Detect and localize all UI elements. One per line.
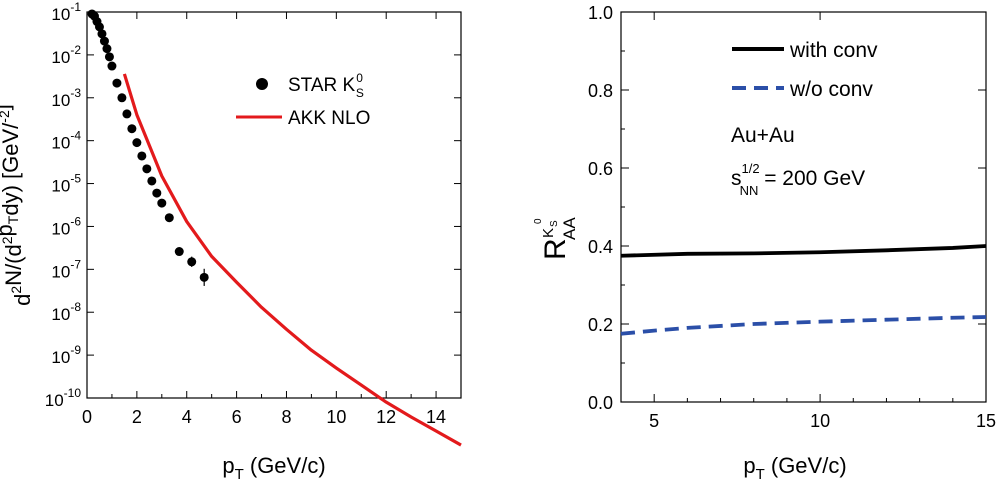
left-x-tick-label: 6 (232, 407, 242, 427)
akk-nlo-curve (122, 73, 462, 447)
left-y-tick-label: 10-5 (51, 172, 81, 196)
left-x-tick-label: 8 (281, 407, 291, 427)
right-y-axis-label: R AA K S 0 (533, 217, 579, 260)
legend-wo-conv-label: w/o conv (789, 78, 873, 101)
svg-text:AA: AA (560, 217, 579, 240)
star-data-point (94, 22, 104, 32)
star-data-point (102, 44, 112, 54)
star-data-point (97, 29, 107, 39)
star-data-point (117, 93, 127, 103)
star-data-point (132, 138, 142, 148)
left-y-tick-label: 10-7 (51, 257, 81, 281)
star-data-point (174, 247, 184, 257)
legend-star-label: STAR K0 S (288, 71, 364, 100)
legend-with-conv-label: with conv (789, 39, 878, 62)
star-data-point (137, 151, 147, 161)
star-data-point (147, 176, 157, 186)
left-legend: STAR K0 S AKK NLO (236, 71, 370, 129)
left-chart: 0 2 4 6 8 10 12 14 10-1 10-2 10-3 10-4 10-5 10-6 10-7 1… (0, 0, 462, 483)
with-conv-curve (620, 244, 987, 258)
right-y-tick-label: 0.8 (588, 81, 613, 101)
star-data-point (199, 272, 209, 282)
star-data-point (112, 78, 122, 88)
left-y-tick-label: 10-4 (51, 129, 81, 153)
left-axis-ticks: 0 2 4 6 8 10 12 14 10-1 10-2 10-3 10-4 10-5 10-6 10-7 1… (45, 0, 461, 427)
left-x-tick-label: 12 (376, 407, 396, 427)
svg-text:R: R (539, 238, 572, 260)
left-plot-frame (86, 11, 462, 399)
left-x-tick-label: 14 (426, 407, 446, 427)
left-y-axis-label: d2N/(d2pTdy) [GeV/-2] (0, 104, 35, 306)
right-legend: with conv w/o conv (732, 39, 878, 101)
left-x-tick-label: 2 (132, 407, 142, 427)
star-data-point (127, 124, 137, 134)
right-y-tick-label: 0.0 (588, 393, 613, 413)
right-x-tick-label: 5 (649, 411, 659, 431)
right-x-tick-label: 15 (976, 411, 996, 431)
right-x-tick-label: 10 (810, 411, 830, 431)
svg-text:0: 0 (533, 218, 544, 224)
right-y-tick-label: 0.4 (588, 237, 613, 257)
left-y-tick-label: 10-10 (45, 386, 82, 410)
right-chart: 5 10 15 0.0 0.2 0.4 0.6 0.8 1.0 pT (GeV/c) R AA … (533, 3, 996, 483)
left-y-tick-label: 10-9 (51, 343, 81, 367)
star-data-point (99, 36, 109, 46)
right-x-axis-label: pT (GeV/c) (743, 453, 846, 483)
right-y-tick-label: 0.6 (588, 159, 613, 179)
wo-conv-curve (620, 315, 987, 336)
left-x-axis-label: pT (GeV/c) (222, 453, 325, 483)
right-axis-ticks: 5 10 15 0.0 0.2 0.4 0.6 0.8 1.0 (588, 3, 996, 431)
svg-text:K: K (540, 228, 557, 238)
star-data-point (152, 188, 162, 198)
star-data-point (187, 257, 197, 267)
left-y-tick-label: 10-1 (51, 0, 81, 24)
star-data-point (104, 52, 114, 62)
legend-akk-label: AKK NLO (288, 108, 370, 129)
left-y-tick-label: 10-8 (51, 300, 81, 324)
annotation-system: Au+Au (731, 124, 795, 147)
right-data-marks (620, 244, 987, 336)
svg-text:S: S (549, 220, 560, 227)
legend-star-marker (256, 78, 268, 90)
right-y-tick-label: 1.0 (588, 3, 613, 23)
left-y-tick-label: 10-2 (51, 43, 81, 67)
left-y-tick-label: 10-3 (51, 86, 81, 110)
star-data-point (107, 61, 117, 71)
left-x-tick-label: 10 (326, 407, 346, 427)
right-y-tick-label: 0.2 (588, 315, 613, 335)
annotation-energy: s1/2 NN = 200 GeV (731, 161, 865, 198)
star-data-point (164, 213, 174, 223)
star-data-point (142, 164, 152, 174)
left-x-tick-label: 0 (82, 407, 92, 427)
star-data-point (122, 109, 132, 119)
right-plot-frame (620, 11, 987, 403)
star-data-point (157, 198, 167, 208)
left-y-tick-label: 10-6 (51, 214, 81, 238)
left-data-marks (87, 9, 462, 447)
left-x-tick-label: 4 (182, 407, 192, 427)
